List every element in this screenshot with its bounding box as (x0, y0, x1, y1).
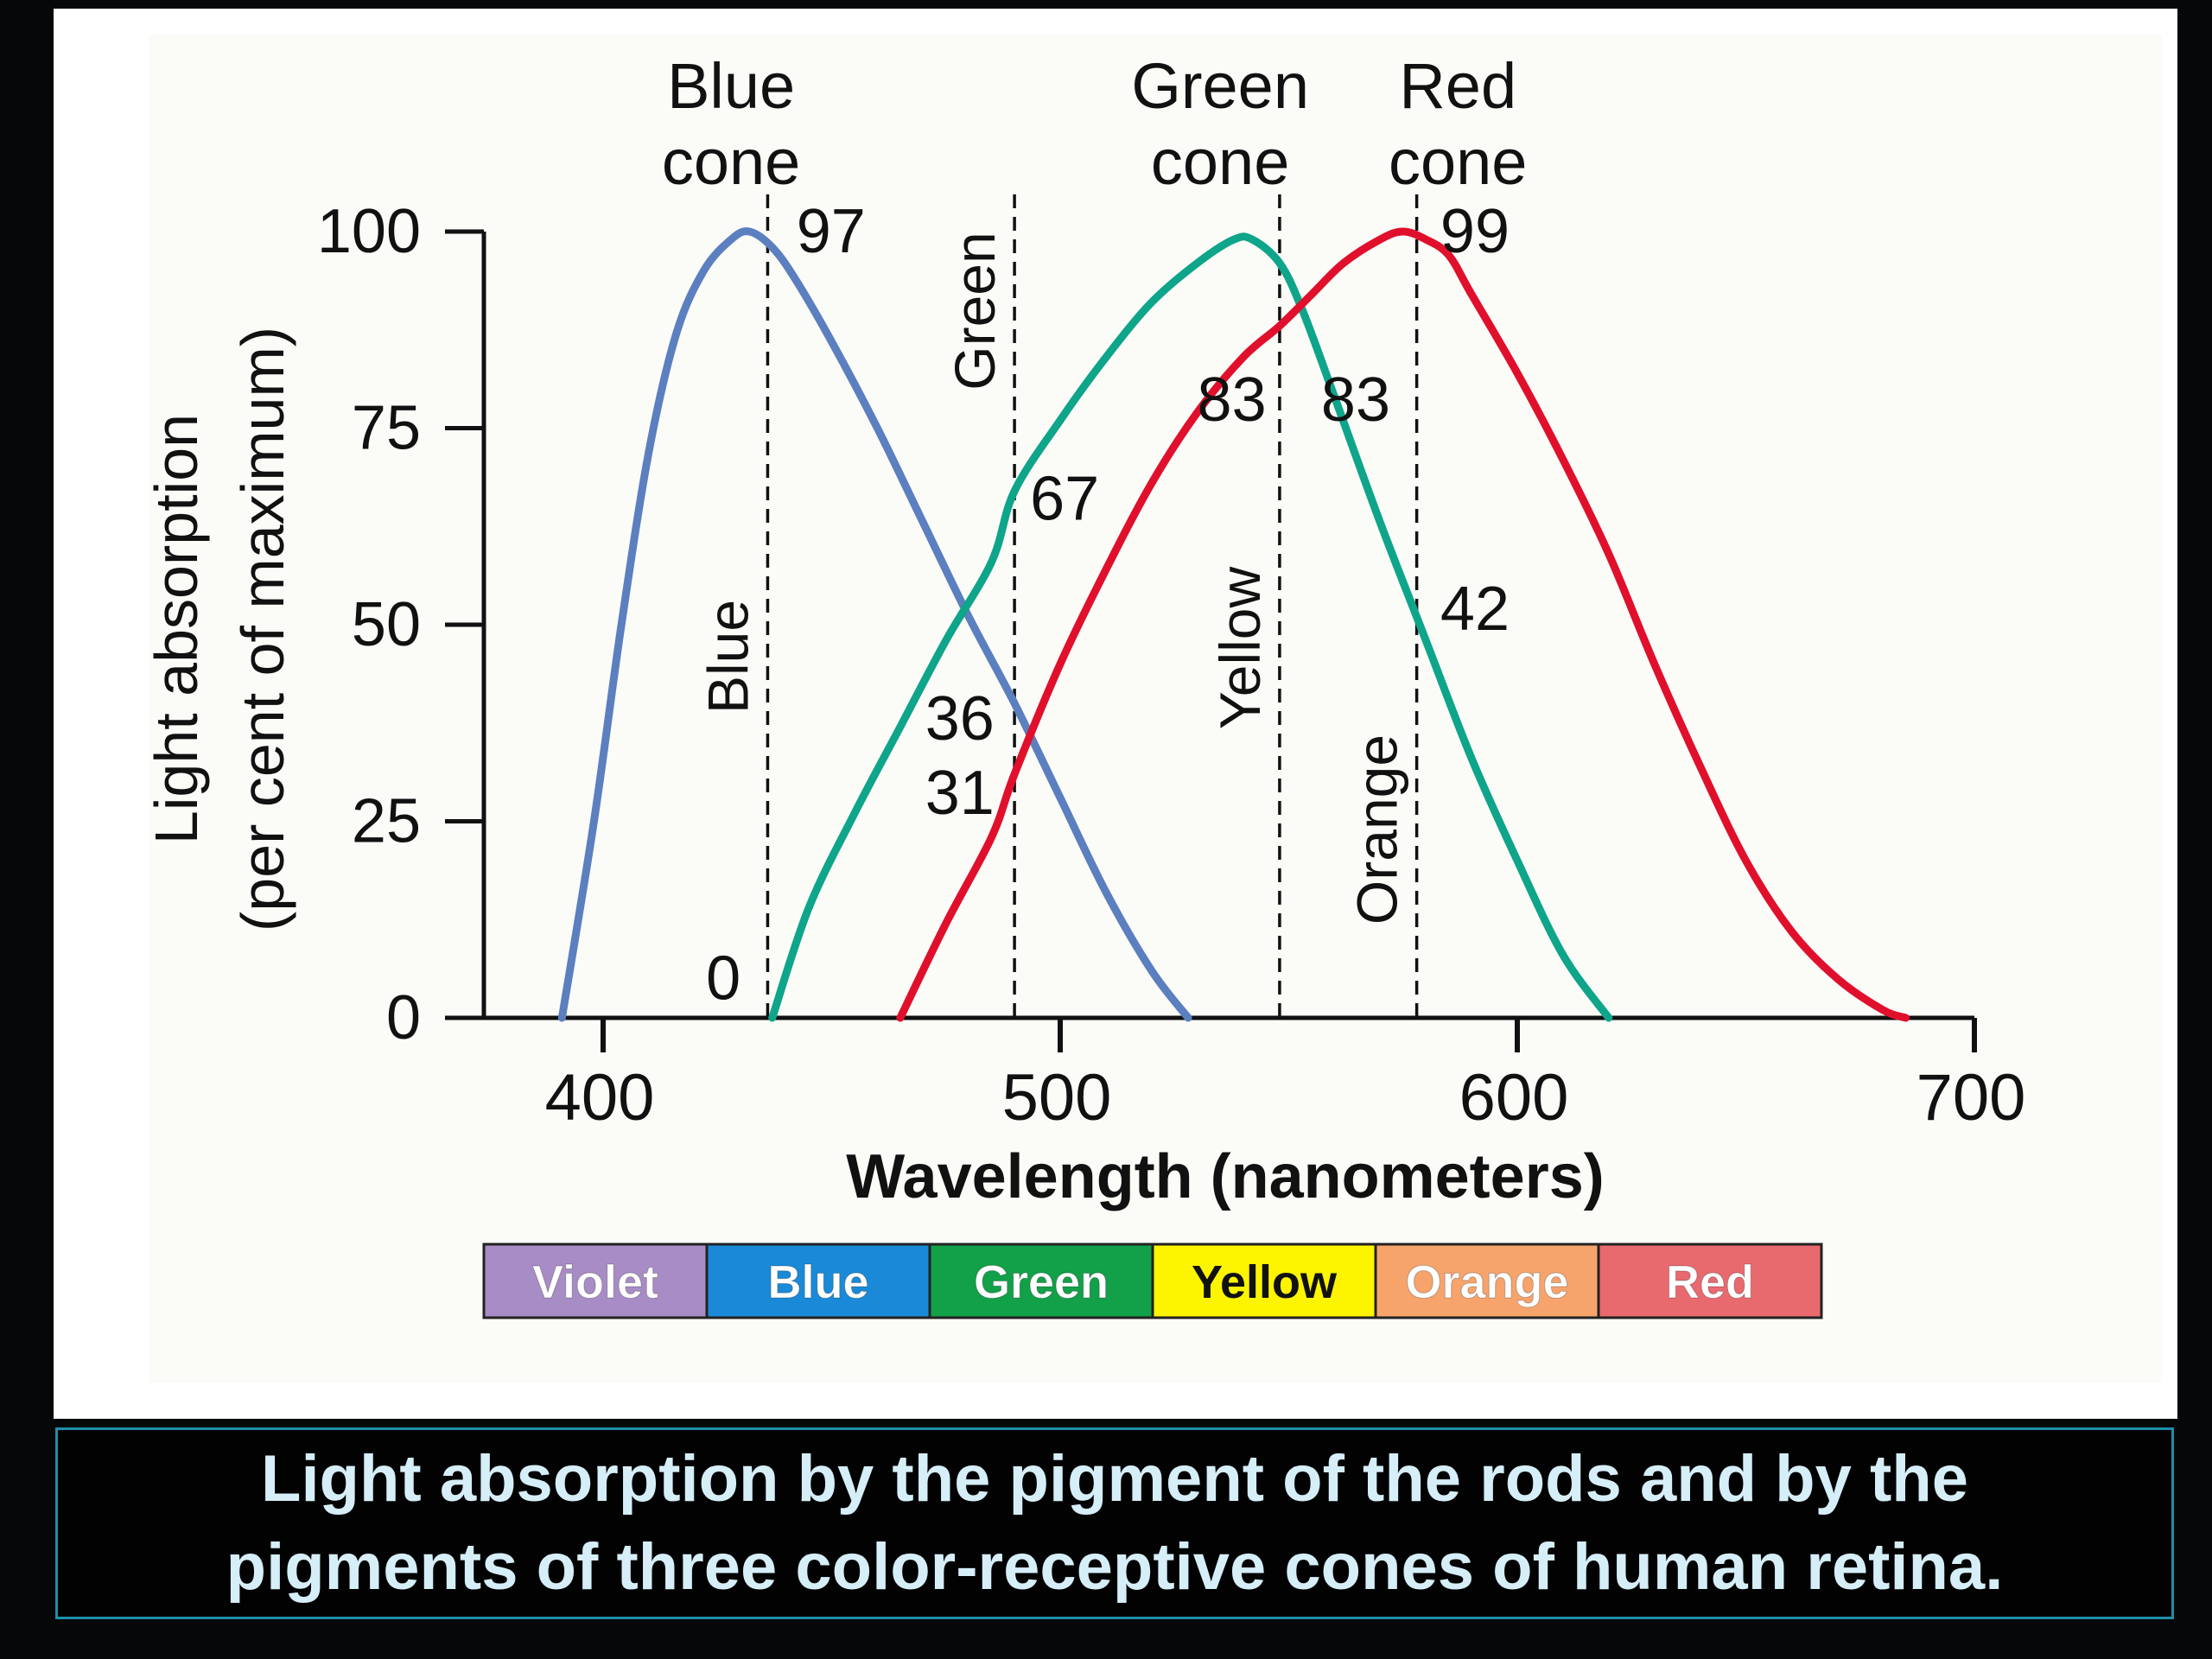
x-axis-label: Wavelength (nanometers) (846, 1142, 1604, 1211)
band-violet (482, 1243, 709, 1319)
marker-lines: Blue Green Yellow Orange (696, 194, 1419, 1018)
caption: Light absorption by the pigment of the r… (69, 1435, 2160, 1611)
blue-cone-curve (557, 227, 1192, 1022)
value-label-36: 36 (925, 684, 995, 753)
band-label-violet: Violet (532, 1256, 658, 1308)
y-axis-label: Light absorption (per cent of maximum) (143, 327, 296, 931)
marker-label-blue: Blue (696, 600, 760, 714)
red-cone-label-line-1: Red (1399, 50, 1516, 122)
x-tick-label: 500 (1002, 1061, 1112, 1135)
red-cone-curve (896, 227, 1910, 1022)
y-tick-label: 75 (352, 394, 421, 463)
y-axis-label-line-2: (per cent of maximum) (229, 327, 296, 931)
band-label-yellow: Yellow (1192, 1256, 1338, 1308)
y-tick-label: 100 (317, 197, 421, 266)
value-label-99: 99 (1440, 197, 1510, 266)
x-tick-label: 400 (545, 1061, 655, 1135)
green-cone-label-line-1: Green (1131, 50, 1309, 122)
caption-line-1: Light absorption by the pigment of the r… (261, 1442, 1968, 1516)
caption-line-2: pigments of three color-receptive cones … (226, 1530, 2004, 1604)
green-cone-label-line-2: cone (1151, 126, 1289, 198)
band-label-red: Red (1666, 1256, 1754, 1308)
caption-box: Light absorption by the pigment of the r… (55, 1427, 2174, 1619)
marker-label-green: Green (943, 232, 1007, 390)
band-yellow (1151, 1243, 1377, 1319)
x-tick-label: 600 (1459, 1061, 1569, 1135)
green-cone-curve (768, 232, 1613, 1022)
value-label-97: 97 (797, 197, 866, 266)
marker-label-orange: Orange (1345, 734, 1409, 925)
y-tick-label: 50 (352, 590, 421, 659)
value-label-83: 83 (1321, 365, 1390, 435)
y-axis-label-line-1: Light absorption (143, 414, 210, 844)
band-label-orange: Orange (1405, 1256, 1568, 1308)
blue-cone-label-line-2: cone (662, 126, 800, 198)
value-label-42: 42 (1440, 575, 1510, 644)
y-tick-label: 0 (386, 983, 421, 1052)
y-tick-label: 25 (352, 787, 421, 856)
band-label-blue: Blue (767, 1256, 868, 1308)
value-label-67: 67 (1030, 464, 1099, 533)
blue-cone-label-line-1: Blue (667, 50, 795, 122)
marker-label-yellow: Yellow (1208, 566, 1272, 729)
x-tick-label: 700 (1916, 1061, 2026, 1135)
band-orange (1374, 1243, 1600, 1319)
band-green (928, 1243, 1154, 1319)
value-label-83: 83 (1198, 365, 1267, 435)
value-label-31: 31 (925, 759, 995, 828)
color-band-bar: Violet Blue Green Yellow Orange Red (482, 1243, 1823, 1319)
band-red (1597, 1243, 1823, 1319)
value-label-0: 0 (706, 944, 741, 1014)
axes: 0 25 50 75 100 400 500 600 700 Wavelength (nanome… (143, 197, 2025, 1211)
red-cone-label-line-2: cone (1389, 126, 1527, 198)
band-blue (705, 1243, 931, 1319)
band-label-green: Green (974, 1256, 1109, 1308)
